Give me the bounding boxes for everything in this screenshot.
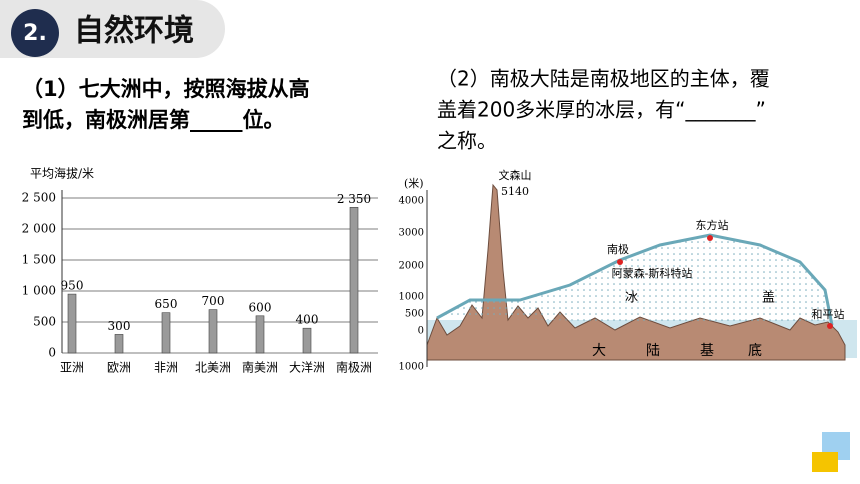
peak-height: 5140 — [501, 185, 529, 198]
question-line: 盖着200多米厚的冰层，有“_______” — [437, 98, 766, 122]
y-tick-label: 1 000 — [22, 284, 56, 298]
label: 基 — [700, 342, 714, 359]
value-label: 700 — [202, 294, 225, 308]
peak-label: 文森山 — [499, 168, 532, 182]
scale-label: 500 — [405, 309, 424, 320]
ice-sheet — [436, 233, 834, 326]
y-axis-label: 平均海拔/米 — [30, 166, 94, 181]
station-dot — [707, 235, 713, 241]
label: 盖 — [762, 291, 775, 306]
x-tick-label: 南美洲 — [242, 360, 278, 375]
unit: (米) — [404, 177, 424, 190]
header-badge — [11, 9, 59, 57]
y-tick-label: 2 500 — [22, 191, 56, 205]
y-tick-label: 0 — [48, 346, 56, 360]
header-title: 自然环境 — [74, 14, 194, 49]
y-tick-label: 2 000 — [22, 222, 56, 236]
x-tick-label: 大洋洲 — [289, 360, 325, 375]
value-label: 600 — [249, 300, 272, 314]
bar — [208, 309, 218, 354]
bar — [255, 315, 265, 354]
x-tick-label: 非洲 — [154, 361, 178, 375]
question-line: 到低，南极洲居第_____位。 — [22, 108, 285, 132]
value-label: 2 350 — [337, 192, 371, 206]
question-line: （1）七大洲中，按照海拔从高 — [22, 77, 310, 101]
question-line: 之称。 — [437, 129, 497, 153]
bar — [114, 334, 124, 354]
label: 阿蒙森-斯科特站 — [612, 266, 693, 280]
value-label: 950 — [61, 279, 84, 293]
x-tick-label: 亚洲 — [60, 361, 84, 375]
station-dot — [827, 323, 833, 329]
cross-section: (米) 文森山 5140 南极 阿蒙森-斯科特站 东方站 和平站 冰 盖 大 陆… — [399, 168, 857, 373]
question-line: （2）南极大陆是南极地区的主体，覆 — [437, 67, 770, 91]
label: 东方站 — [696, 218, 729, 232]
scale-label: 1000 — [399, 292, 424, 303]
value-label: 400 — [296, 313, 319, 327]
value-label: 300 — [108, 319, 131, 333]
scale-label: 4000 — [399, 196, 424, 207]
bar — [349, 207, 359, 354]
scale-label: 3000 — [399, 228, 424, 239]
label: 大 — [592, 343, 606, 359]
label: 陆 — [646, 343, 660, 359]
label: 冰 — [625, 291, 638, 306]
bar-chart: 0 500 1 000 1 500 2 000 2 500 950 亚洲 300 欧洲 650 非洲 7… — [22, 190, 378, 375]
scale-label: 0 — [418, 326, 424, 337]
station-dot — [617, 259, 623, 265]
value-label: 650 — [155, 297, 178, 311]
x-tick-label: 北美洲 — [195, 361, 231, 375]
y-tick-label: 500 — [33, 315, 56, 329]
scale-label: 2000 — [399, 261, 424, 272]
label: 南极 — [607, 242, 629, 256]
label: 底 — [748, 343, 762, 359]
bar — [67, 293, 77, 354]
x-tick-label: 南极洲 — [336, 360, 372, 375]
label: 和平站 — [812, 307, 845, 321]
header-number: 2. — [23, 21, 47, 46]
bar — [302, 327, 312, 354]
decoration — [812, 452, 838, 472]
y-tick-label: 1 500 — [22, 253, 56, 267]
scale-label: 1000 — [399, 362, 424, 373]
bar — [161, 312, 171, 354]
x-tick-label: 欧洲 — [107, 361, 131, 375]
